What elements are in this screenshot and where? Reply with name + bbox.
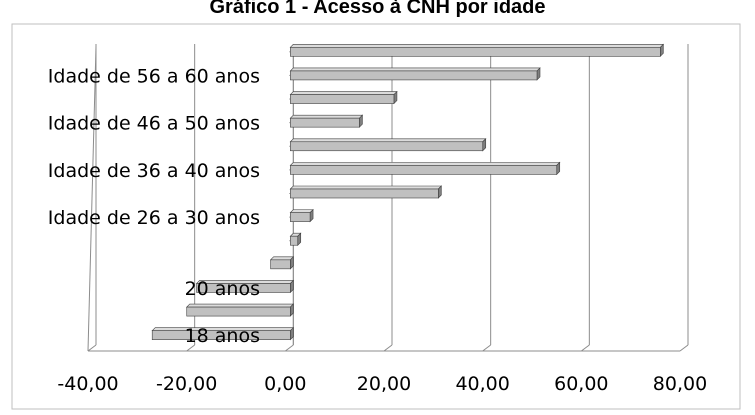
bar xyxy=(290,212,311,222)
gridline-foot xyxy=(581,344,590,352)
category-label: Idade de 56 a 60 anos xyxy=(48,65,260,87)
bar-top-face xyxy=(289,209,314,213)
chart-area-border xyxy=(11,23,741,410)
bar xyxy=(196,283,291,293)
bar-top-face xyxy=(289,185,443,190)
bar-top-face xyxy=(289,138,487,143)
chart-title: Gráfico 1 - Acesso à CNH por idade xyxy=(209,0,546,18)
gridline-foot xyxy=(482,344,491,352)
category-label: Idade de 36 a 40 anos xyxy=(48,160,260,182)
bar xyxy=(290,141,484,152)
gridline-foot xyxy=(679,344,689,352)
bar-top-face xyxy=(186,303,295,308)
bar xyxy=(270,259,291,270)
bar xyxy=(151,330,291,340)
x-tick-label: -20,00 xyxy=(156,373,217,395)
bar xyxy=(290,94,395,104)
category-label: Idade de 26 a 30 anos xyxy=(48,207,260,229)
bar-top-face xyxy=(289,91,398,95)
bars-layer xyxy=(151,43,665,341)
gridline-foot xyxy=(285,344,294,352)
bar-top-face xyxy=(269,256,295,261)
bar xyxy=(290,165,558,175)
category-label: Idade de 46 a 50 anos xyxy=(48,113,260,135)
gridline-foot xyxy=(87,344,97,352)
bar xyxy=(290,188,439,199)
x-tick-label: 20,00 xyxy=(357,373,411,395)
x-tick-label: 40,00 xyxy=(455,373,509,395)
x-tick-label: -40,00 xyxy=(57,373,118,395)
x-tick-label: 60,00 xyxy=(554,373,608,395)
category-label: 20 anos xyxy=(185,278,260,300)
bar-top-face xyxy=(289,162,561,166)
gridline-foot xyxy=(383,344,393,352)
x-tick-label: 80,00 xyxy=(653,373,707,395)
x-tick-label: 0,00 xyxy=(264,373,306,395)
bar xyxy=(186,306,291,317)
labels-layer: -40,00 -20,00 0,00 20,00 40,00 60,00 80,00 18 a… xyxy=(48,65,707,395)
gridline-foot xyxy=(186,344,195,352)
bar-top-face xyxy=(289,67,541,72)
bar xyxy=(290,117,360,128)
bar-top-face xyxy=(289,114,364,119)
bar xyxy=(290,47,661,57)
bar-top-face xyxy=(289,44,665,48)
bar xyxy=(290,235,299,246)
back-wall-edge xyxy=(87,45,97,352)
category-label: 18 anos xyxy=(185,325,260,347)
bar xyxy=(290,70,538,81)
